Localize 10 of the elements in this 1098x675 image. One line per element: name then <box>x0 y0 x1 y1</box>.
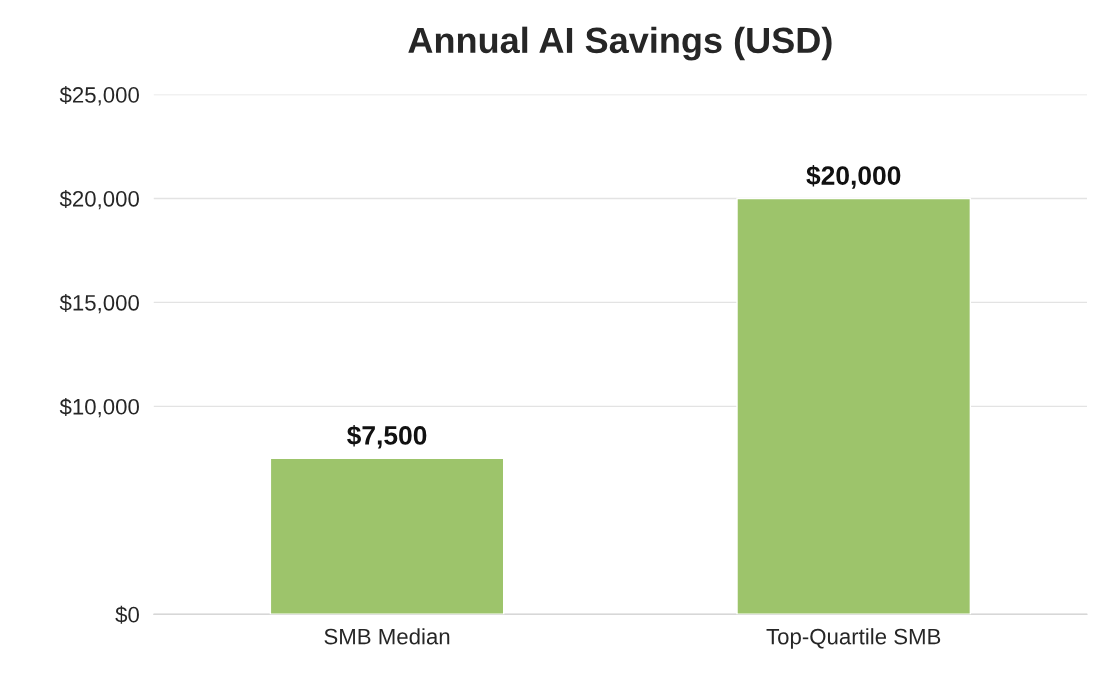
chart-title: Annual AI Savings (USD) <box>408 26 832 61</box>
data-label: $7,500 <box>347 424 427 449</box>
x-tick-label: Top-Quartile SMB <box>766 628 941 649</box>
x-tick-label: SMB Median <box>324 628 450 645</box>
data-label: $20,000 <box>806 165 901 189</box>
y-tick-label: $0 <box>115 605 139 624</box>
y-tick-label: $10,000 <box>59 397 139 418</box>
y-tick-label: $15,000 <box>59 294 139 314</box>
y-tick-label: $25,000 <box>59 86 139 106</box>
y-tick-label: $20,000 <box>59 190 139 210</box>
